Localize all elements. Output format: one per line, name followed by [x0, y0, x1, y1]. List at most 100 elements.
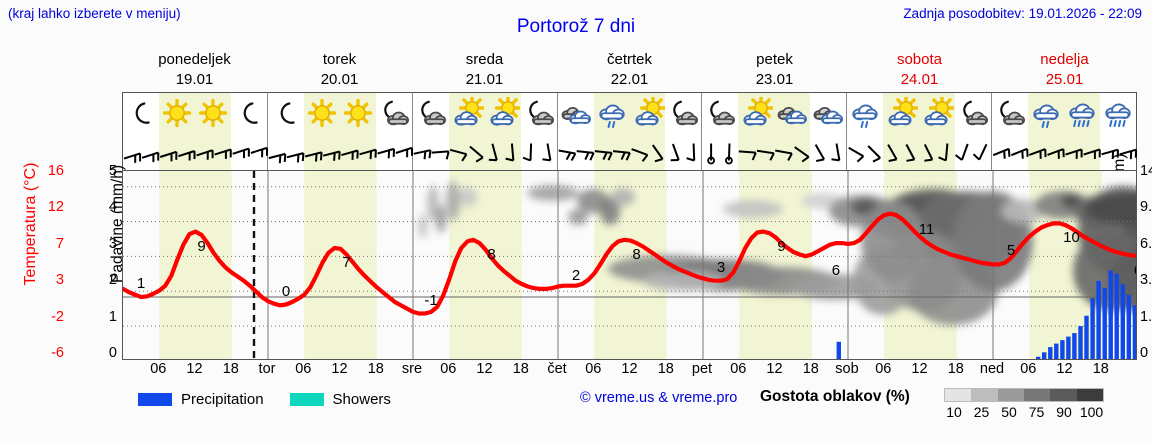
axis-tick: 6.0	[1140, 235, 1152, 252]
moon-icon	[123, 93, 159, 135]
showers-swatch	[289, 392, 324, 406]
precipitation-bar	[1090, 298, 1095, 359]
moon-cloud-icon	[665, 93, 701, 135]
sun-icon	[303, 93, 340, 135]
sun-icon	[339, 93, 376, 135]
axis-tick: 2	[108, 272, 117, 289]
cloud-drizzle-icon	[593, 93, 630, 135]
day-header-0: ponedeljek 19.01	[122, 50, 267, 92]
day-icons-2	[413, 93, 558, 135]
moon-cloud-icon	[955, 93, 991, 135]
temperature-value-label: 6	[831, 262, 841, 280]
precipitation-swatch	[138, 392, 172, 406]
temperature-value-label: 3	[716, 258, 726, 276]
day-icons-0	[123, 93, 268, 135]
axis-tick: 1.5	[1140, 308, 1152, 325]
precipitation-bar	[601, 359, 605, 360]
cloud-blob	[611, 188, 635, 206]
day-date: 22.01	[610, 71, 649, 88]
temperature-value-label: 7	[342, 254, 351, 271]
showers-legend-label: Showers	[332, 390, 391, 408]
cloud-blob	[427, 185, 439, 221]
day-date: 21.01	[465, 71, 504, 88]
temperature-value-label: 8	[632, 245, 641, 263]
cloud-density-tick: 25	[973, 404, 990, 420]
x-tick-label: 18	[802, 361, 819, 377]
day-date: 19.01	[175, 71, 214, 88]
temperature-value-label: 5	[1006, 242, 1016, 260]
axis-tick: 14	[1140, 163, 1152, 179]
daylight-shade	[883, 135, 956, 170]
daylight-band	[304, 171, 377, 359]
precipitation-bar	[1072, 333, 1077, 359]
precipitation-bar	[1114, 273, 1119, 359]
cloud-density-swatch	[1076, 389, 1103, 401]
cloud-density-swatch	[945, 389, 972, 401]
day-name: ponedeljek	[158, 51, 231, 68]
moon-cloud-icon	[521, 93, 557, 135]
precipitation-bar	[1132, 305, 1136, 359]
sun-cloud-icon	[919, 93, 956, 135]
x-tick-label: 12	[186, 361, 203, 377]
cloud-density-legend-title: Gostota oblakov (%)	[760, 388, 910, 405]
menu-hint: (kraj lahko izberete v meniju)	[8, 6, 181, 21]
day-name: nedelja	[1040, 51, 1089, 68]
day-header-4: petek 23.01	[702, 50, 847, 92]
wind-barbs-day-4	[702, 135, 848, 170]
precipitation-axis-ticks: 5 4 3 2 1 0	[95, 163, 117, 361]
wind-barbs-day-5	[847, 135, 993, 170]
x-tick-label: tor	[258, 361, 276, 377]
cloud-icon	[774, 93, 811, 135]
cloud-density-tick: 100	[1079, 404, 1104, 420]
cloud-icon	[810, 93, 846, 135]
x-tick-label: ned	[979, 361, 1005, 377]
cloud-density-swatch	[1050, 389, 1077, 401]
axis-tick: 16	[47, 163, 64, 179]
moon-icon	[231, 93, 267, 135]
wind-barbs-day-1	[268, 135, 413, 170]
cloud-blob	[459, 187, 477, 207]
cloud-blob	[446, 181, 460, 221]
precipitation-bar	[1084, 315, 1089, 359]
forecast-plot: 1 9 0 7 -1 8 2 8 3 9 6 11 5 10 6	[122, 170, 1137, 360]
cloud-density-swatch	[1023, 389, 1051, 401]
temperature-value-label: 6	[1134, 262, 1136, 279]
day-name: sreda	[465, 51, 504, 68]
precipitation-bar	[1066, 336, 1071, 359]
cloud-blob	[1001, 199, 1045, 223]
cloud-blob	[568, 209, 588, 225]
cloud-density-tick: 50	[1001, 404, 1017, 420]
day-header-2: sreda 21.01	[412, 50, 557, 92]
sun-icon	[194, 93, 231, 135]
day-header-6: nedelja 25.01	[992, 50, 1137, 92]
cloud-density-colorbar	[944, 388, 1104, 402]
axis-tick: 3	[55, 272, 64, 289]
x-tick-label: 06	[295, 361, 312, 377]
cloud-blob	[723, 200, 783, 218]
day-icons-1	[268, 93, 413, 135]
x-tick-label: 12	[1056, 361, 1073, 377]
temperature-value-label: 2	[571, 266, 581, 284]
cloud-density-swatch	[971, 389, 998, 401]
moon-cloud-icon	[413, 93, 449, 135]
day-date: 25.01	[1045, 71, 1084, 88]
sun-cloud-icon	[484, 93, 521, 135]
day-header-5: sobota 24.01	[847, 50, 992, 92]
temperature-axis-ticks: 16 12 7 3 -2 -6	[24, 163, 64, 361]
precipitation-bar	[1054, 343, 1059, 359]
precipitation-bar	[1048, 347, 1053, 359]
x-tick-label: 18	[512, 361, 529, 377]
precipitation-bar	[836, 341, 841, 359]
x-tick-label: 06	[875, 361, 892, 377]
axis-tick: 0	[1140, 345, 1149, 361]
credit-link[interactable]: © vreme.us & vreme.pro	[580, 390, 738, 406]
precipitation-bar	[594, 358, 600, 359]
x-tick-label: 06	[440, 361, 457, 377]
temperature-value-label: -1	[424, 291, 438, 309]
day-headers: ponedeljek 19.01 torek 20.01 sreda 21.01 četrt…	[122, 50, 1137, 92]
day-header-3: četrtek 22.01	[557, 50, 702, 92]
x-tick-label: 18	[222, 361, 239, 377]
last-update-label: Zadnja posodobitev: 19.01.2026 - 22:09	[903, 6, 1142, 21]
cloud-blob	[418, 214, 428, 238]
cloud-density-tick: 75	[1028, 404, 1045, 420]
